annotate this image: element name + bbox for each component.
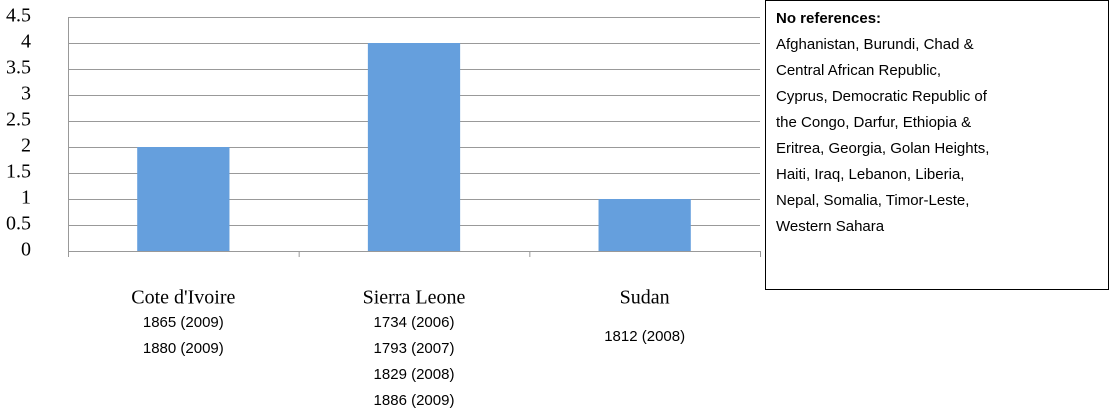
- note-box-line: Nepal, Somalia, Timor-Leste,: [776, 192, 969, 209]
- y-tick-label: 3.5: [6, 57, 31, 79]
- y-tick-label: 2.5: [6, 109, 31, 131]
- note-box-line: Western Sahara: [776, 218, 885, 235]
- note-box-line: the Congo, Darfur, Ethiopia &: [776, 114, 971, 131]
- y-tick-label: 3: [21, 83, 31, 105]
- note-box-title: No references:: [776, 10, 881, 27]
- x-tick-label: Cote d'Ivoire: [131, 287, 235, 309]
- y-tick-label: 1.5: [6, 161, 31, 183]
- y-tick-label: 4: [21, 31, 31, 53]
- note-box-line: Cyprus, Democratic Republic of: [776, 88, 988, 105]
- bar: [367, 43, 461, 251]
- x-tick-label: Sierra Leone: [363, 287, 466, 309]
- note-box: [765, 0, 1109, 290]
- y-tick-label: 0: [21, 239, 31, 261]
- y-tick-label: 4.5: [6, 5, 31, 27]
- y-tick-label: 2: [21, 135, 31, 157]
- x-tick-label: Sudan: [620, 287, 670, 309]
- y-tick-label: 1: [21, 187, 31, 209]
- category-note: 1865 (2009): [143, 314, 224, 331]
- note-box-line: Afghanistan, Burundi, Chad &: [776, 36, 974, 53]
- category-note: 1829 (2008): [374, 366, 455, 383]
- note-box-line: Eritrea, Georgia, Golan Heights,: [776, 140, 989, 157]
- bar: [598, 199, 691, 251]
- category-note: 1734 (2006): [374, 314, 455, 331]
- category-note: 1886 (2009): [374, 392, 455, 409]
- bar: [137, 147, 230, 251]
- y-tick-label: 0.5: [6, 213, 31, 235]
- category-note: 1880 (2009): [143, 340, 224, 357]
- category-note: 1812 (2008): [604, 328, 685, 345]
- note-box-line: Haiti, Iraq, Lebanon, Liberia,: [776, 166, 964, 183]
- category-note: 1793 (2007): [374, 340, 455, 357]
- note-box-line: Central African Republic,: [776, 62, 941, 79]
